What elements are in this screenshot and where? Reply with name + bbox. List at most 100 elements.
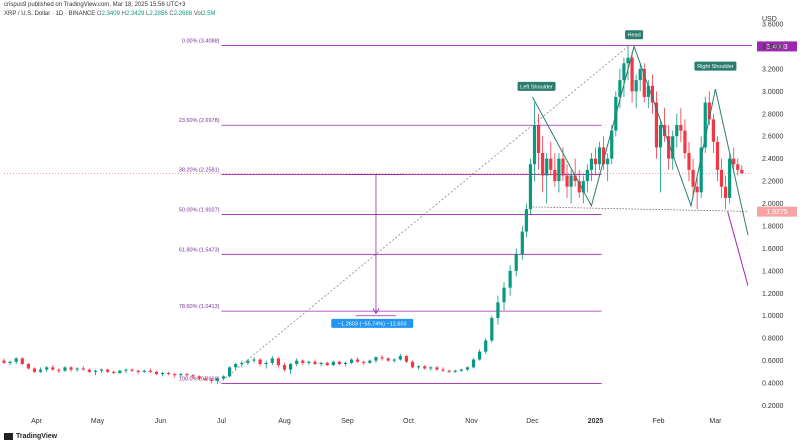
symbol-name[interactable]: XRP / U.S. Dollar · 1D · BINANCE bbox=[4, 11, 96, 17]
y-tick-label: 0.2000 bbox=[762, 403, 784, 410]
candle-body bbox=[319, 362, 323, 364]
candle-body bbox=[453, 370, 457, 372]
candle-body bbox=[541, 153, 545, 176]
candle-body bbox=[441, 369, 445, 371]
candle-body bbox=[87, 369, 91, 372]
candle-body bbox=[380, 357, 384, 359]
fib-level-label: 23.60% (2.6978) bbox=[179, 118, 220, 124]
fibonacci-retracement: 0.00% (3.4088) 23.60% (2.6978) 38.20% (2.2… bbox=[4, 38, 752, 384]
x-tick-label: 2025 bbox=[588, 418, 604, 425]
high-value: 2.3429 bbox=[125, 11, 145, 17]
high-label: H bbox=[121, 11, 126, 17]
last-price-badge-box bbox=[757, 206, 797, 217]
candle-body bbox=[203, 378, 207, 380]
candle-body bbox=[209, 379, 213, 381]
candle-body bbox=[8, 361, 12, 363]
x-tick-label: Aug bbox=[278, 418, 291, 425]
footer-brand: TradingView bbox=[16, 433, 58, 440]
x-tick-label: Nov bbox=[465, 418, 478, 425]
candle-body bbox=[221, 376, 226, 379]
candle-body bbox=[81, 368, 85, 370]
candle-body bbox=[524, 209, 528, 232]
volume-value: 2.5M bbox=[202, 11, 216, 17]
candle-body bbox=[618, 80, 622, 97]
candle-body bbox=[638, 68, 642, 81]
candle-body bbox=[675, 124, 679, 137]
candle-body bbox=[234, 363, 238, 368]
candle-body bbox=[252, 359, 256, 361]
left-shoulder-label: Left Shoulder bbox=[520, 84, 553, 90]
candle-body bbox=[642, 68, 646, 97]
candle-body bbox=[142, 370, 146, 372]
candle-body bbox=[185, 374, 189, 376]
candle-body bbox=[602, 147, 606, 165]
candle-body bbox=[658, 124, 663, 148]
x-tick-label: Dec bbox=[526, 418, 539, 425]
open-value: 2.3409 bbox=[101, 11, 120, 17]
candle-body bbox=[687, 153, 691, 170]
candle-body bbox=[264, 362, 268, 364]
x-tick-label: May bbox=[91, 418, 105, 425]
y-tick-label: 2.2000 bbox=[762, 179, 784, 186]
candle-body bbox=[356, 359, 360, 362]
close-label: C bbox=[169, 11, 174, 17]
candle-body bbox=[362, 361, 366, 363]
head-label-box bbox=[625, 30, 644, 40]
candle-body bbox=[630, 57, 634, 92]
x-tick-label: Jun bbox=[155, 418, 166, 425]
candle-body bbox=[337, 361, 341, 364]
head-label: Head bbox=[628, 33, 641, 39]
x-tick-label: Oct bbox=[403, 418, 414, 425]
y-tick-label: 0.4000 bbox=[762, 381, 784, 388]
candle-body bbox=[118, 370, 122, 373]
candle-body bbox=[528, 164, 533, 210]
candle-body bbox=[646, 85, 650, 97]
candle-body bbox=[610, 130, 614, 159]
candle-body bbox=[301, 360, 305, 363]
fib-level-label: 38.20% (2.2581) bbox=[179, 168, 220, 174]
y-tick-label: 1.4000 bbox=[762, 268, 784, 275]
measure-label: −1.2603 (−55.74%) −12,603 bbox=[338, 321, 407, 327]
candle-body bbox=[69, 367, 73, 370]
candle-body bbox=[392, 359, 396, 361]
y-tick-label: 2.6000 bbox=[762, 134, 784, 141]
y-tick-label: 2.4000 bbox=[762, 156, 784, 163]
low-value: 2.2856 bbox=[149, 11, 168, 17]
candle-body bbox=[38, 369, 43, 372]
candle-body bbox=[585, 169, 589, 182]
candle-body bbox=[106, 369, 110, 372]
candle-body bbox=[45, 367, 49, 370]
candle-body bbox=[410, 361, 415, 368]
candle-body bbox=[313, 361, 317, 364]
candle-body bbox=[508, 270, 512, 288]
right-shoulder-label-box bbox=[694, 61, 737, 71]
candle-body bbox=[465, 367, 470, 370]
candle-body bbox=[569, 175, 573, 187]
candle-body bbox=[349, 359, 354, 363]
candle-body bbox=[565, 175, 569, 187]
candle-body bbox=[307, 361, 311, 363]
candle-body bbox=[536, 124, 541, 154]
candle-body bbox=[57, 369, 61, 371]
candle-body bbox=[736, 164, 740, 170]
candle-body bbox=[270, 358, 274, 363]
candle-body bbox=[130, 369, 134, 371]
candle-body bbox=[75, 368, 79, 370]
candle-body bbox=[496, 302, 500, 318]
y-tick-label: 3.2000 bbox=[762, 66, 784, 73]
candle-body bbox=[732, 158, 736, 165]
candle-body bbox=[112, 371, 116, 373]
fib-level-label: 0.00% (3.4088) bbox=[182, 38, 220, 44]
candle-body bbox=[626, 57, 630, 64]
candle-body bbox=[502, 287, 506, 303]
candle-body bbox=[514, 254, 518, 271]
neckline bbox=[532, 206, 748, 212]
candle-body bbox=[484, 340, 488, 352]
candle-body bbox=[740, 169, 744, 174]
y-tick-label: 0.8000 bbox=[762, 336, 784, 343]
x-tick-label: Sep bbox=[341, 418, 354, 425]
y-tick-label: 3.0000 bbox=[762, 89, 784, 96]
publisher-line: crispus9 published on TradingView.com, M… bbox=[4, 2, 186, 8]
candle-body bbox=[719, 169, 724, 187]
